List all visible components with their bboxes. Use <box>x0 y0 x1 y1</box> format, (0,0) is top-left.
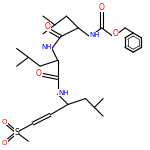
Text: S: S <box>14 128 19 137</box>
Text: NH: NH <box>41 44 52 50</box>
Text: O: O <box>45 22 50 31</box>
Text: NH: NH <box>58 90 69 96</box>
Text: O: O <box>99 3 105 12</box>
Text: O: O <box>36 69 42 78</box>
Text: O: O <box>2 140 7 146</box>
Text: O: O <box>113 29 119 38</box>
Text: NH: NH <box>90 32 100 38</box>
Text: O: O <box>2 119 7 125</box>
